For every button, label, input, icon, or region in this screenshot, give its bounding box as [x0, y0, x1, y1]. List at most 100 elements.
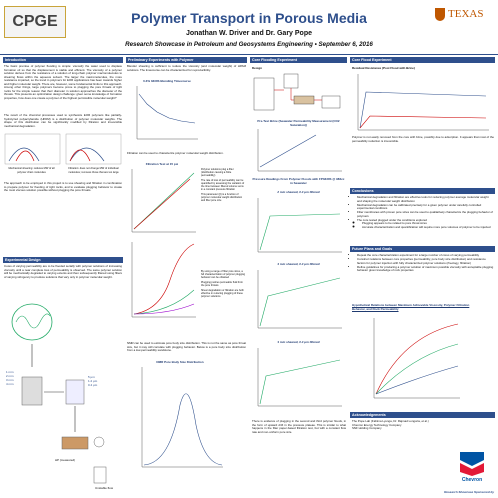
shear-labels: 1 mm 2 mm 3 mm 4 mm	[6, 370, 14, 386]
panel	[4, 133, 61, 165]
axes	[357, 74, 489, 131]
filtration-comparison-plot	[131, 242, 196, 318]
section-heading: Acknowledgements	[350, 412, 495, 418]
section-heading: Preliminary Experiments with Polymer	[126, 57, 247, 63]
axes	[257, 348, 342, 407]
section-heading: Introduction	[3, 57, 123, 63]
curve	[375, 323, 459, 395]
curve	[133, 172, 195, 230]
distribution-figures	[4, 133, 122, 165]
label: 1.2 μm	[88, 379, 98, 383]
hypothetical-plot	[373, 318, 460, 399]
curve	[69, 147, 105, 162]
chart-title: Pre-Test Brine (Seawater Permeability Me…	[257, 119, 340, 127]
curve	[375, 365, 459, 395]
curve	[69, 149, 91, 162]
subheading: Design	[252, 66, 263, 70]
list: Repeat the core characterization experim…	[352, 253, 494, 273]
caption: Filtration: does not change MW of indivi…	[68, 167, 119, 174]
sub-list: Plugging appears to be related to pore t…	[357, 222, 494, 230]
note-text: By using a range of filter pore sizes, a…	[201, 270, 246, 279]
section-heading: Core Flooding Experiment	[250, 57, 347, 63]
curve	[138, 93, 196, 124]
note-text: Shear degradation or filtration are both…	[201, 289, 244, 298]
curve	[133, 289, 195, 315]
curve	[133, 243, 195, 315]
logo-right: TEXAS	[435, 8, 495, 32]
chart-title: 4 mm sheared, 0.4 μm filtered	[277, 262, 320, 266]
chevron-mark	[460, 452, 484, 476]
ack-list: The Pope Lab (Fahima Lyenga, Dr. Rajmad …	[352, 419, 494, 431]
axes	[131, 169, 196, 233]
chart-title: 3 mm sheared, 0.4 μm filtered	[277, 340, 320, 344]
caption: Mechanical shearing: reduces MW of all p…	[8, 167, 55, 174]
curve	[133, 178, 191, 230]
chart-title: 0.3% 3330S Blending Timecourse	[143, 79, 191, 83]
nmr-plot	[141, 367, 223, 468]
list-item: Mechanical degradation and filtration ar…	[357, 195, 494, 203]
ack-item: Chevron Energy Technology Company	[352, 422, 402, 427]
paragraph: Polymer is not easily removed from the c…	[352, 135, 494, 143]
bullet-list: Repeat the core characterization experim…	[352, 253, 494, 273]
beaker	[93, 466, 107, 484]
label: 4 mm	[6, 382, 14, 386]
paragraph: The result of the chemical processes use…	[4, 113, 122, 128]
header-rule	[0, 54, 498, 55]
list-item: Construct relations between core propert…	[357, 257, 494, 265]
axes	[257, 129, 342, 172]
chevron-bottom	[460, 463, 484, 476]
paragraph: NMR can be used to estimate pore body si…	[127, 341, 246, 352]
axes	[257, 198, 342, 253]
core	[293, 95, 315, 105]
paragraph: The approach to be employed in this proj…	[4, 181, 122, 192]
transducer	[321, 95, 341, 109]
paragraph: The basic premise of polymer flooding is…	[4, 64, 122, 100]
note: By using a range of filter pore sizes, a…	[201, 270, 246, 298]
curve	[259, 277, 341, 327]
note-text: Plugging pushes permeable fluid from the…	[201, 281, 243, 287]
curve	[143, 393, 223, 466]
paragraph: There is evidence of plugging in the sec…	[252, 419, 346, 434]
list: Mechanical degradation and filtration ar…	[352, 195, 494, 230]
list-item: Plugging appears to be related to pore t…	[362, 222, 494, 226]
chain	[15, 313, 51, 329]
subheading: Residual Resistance (Post Flood with Bri…	[352, 66, 415, 70]
tank	[253, 77, 275, 111]
sponsor-text: Research Showcase Sponsored by	[444, 490, 494, 494]
list-item: The core tested plugged under the condit…	[357, 217, 494, 230]
pressure-plot	[257, 198, 342, 253]
apparatus-diagram	[253, 73, 341, 111]
note-text: This parameter (β) is a function of poly…	[201, 193, 243, 202]
curve	[259, 359, 341, 405]
gauge	[93, 436, 105, 448]
curve	[8, 147, 40, 162]
polymer-coil	[11, 303, 53, 341]
list-item: Refine guidelines for producing a polyme…	[357, 265, 494, 273]
label: 3 mm	[6, 378, 14, 382]
event: Research Showcase in Petroleum and Geosy…	[125, 41, 373, 48]
chart-title: 2 mm sheared, 0.4 μm filtered	[277, 190, 320, 194]
section-heading: Future Plans and Goals	[350, 246, 495, 252]
logo-shield	[435, 8, 445, 21]
filter-labels: 5 μm 1.2 μm 0.4 μm	[88, 375, 97, 387]
pressure-plot	[257, 270, 342, 329]
section-heading: Experimental Design	[3, 257, 123, 263]
pump	[283, 73, 299, 89]
list-item: Filter membranes with proven pore sizes …	[357, 210, 494, 218]
timecourse-plot	[136, 86, 198, 140]
curve	[259, 134, 317, 168]
bullet-list: Mechanical degradation and filtration ar…	[352, 195, 494, 230]
pretest-plot	[257, 129, 342, 172]
curve	[359, 115, 487, 129]
chart-title: Pressure Readings From Polymer Floods wi…	[252, 177, 345, 185]
curve	[133, 303, 195, 315]
chart-title: NMR Pore Body Size Distribution	[156, 360, 204, 364]
filter	[65, 379, 85, 405]
curve	[259, 213, 341, 251]
axes	[141, 367, 223, 468]
blender	[21, 376, 43, 406]
item-text: The core tested plugged under the condit…	[357, 217, 427, 222]
sponsor-name: Chevron	[461, 477, 483, 483]
panel	[65, 133, 122, 165]
tubing	[274, 88, 322, 101]
